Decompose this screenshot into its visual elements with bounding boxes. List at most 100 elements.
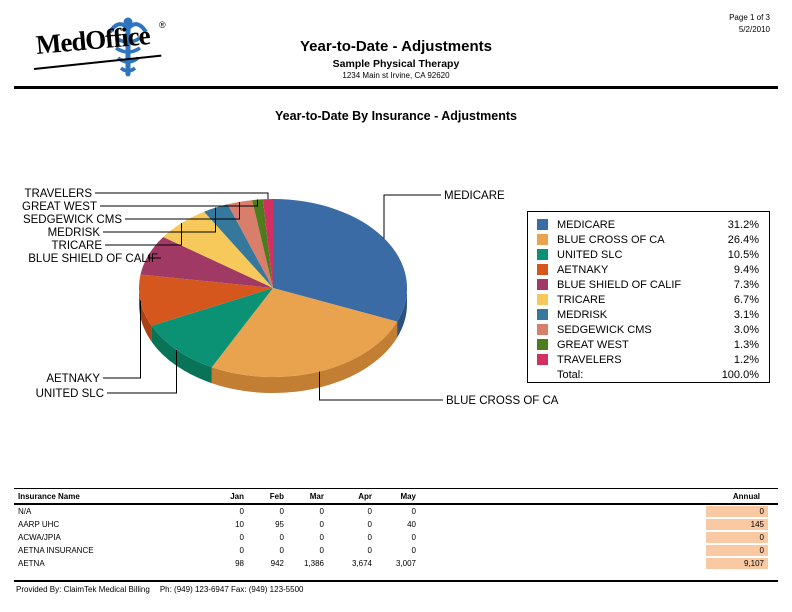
table-header-cell: May bbox=[374, 488, 418, 505]
pie-callout-line bbox=[103, 300, 141, 379]
pie-slice-side bbox=[397, 288, 407, 338]
pie-callout-label: SEDGEWICK CMS bbox=[23, 214, 122, 226]
page-meta: Page 1 of 3 5/2/2010 bbox=[729, 12, 770, 36]
pie-callout-label: BLUE SHIELD OF CALIF bbox=[28, 253, 158, 265]
month-value-cell: 0 bbox=[319, 507, 324, 516]
footer: Provided By: ClaimTek Medical Billing Ph:… bbox=[16, 585, 313, 594]
legend-label: Total: bbox=[557, 368, 584, 381]
legend-label: BLUE CROSS OF CA bbox=[557, 233, 665, 246]
legend-percent: 3.1% bbox=[733, 308, 759, 321]
table-row: AETNA 98 942 1,386 3,674 3,007 9,107 bbox=[14, 557, 778, 570]
table-header-row: Insurance Name Jan Feb Mar Apr May Annual bbox=[14, 488, 778, 505]
legend-label: MEDRISK bbox=[557, 308, 608, 321]
legend-row: TRICARE 6.7% bbox=[537, 292, 759, 307]
legend-percent: 1.2% bbox=[733, 353, 759, 366]
medoffice-logo: MedOffice ® bbox=[30, 12, 168, 78]
annual-value: 9,107 bbox=[706, 558, 768, 569]
legend-swatch bbox=[537, 309, 548, 320]
legend-row: MEDICARE 31.2% bbox=[537, 217, 759, 232]
month-value-cell: 0 bbox=[367, 507, 372, 516]
month-value-cell: 1,386 bbox=[303, 559, 324, 568]
pie-callout-label: AETNAKY bbox=[46, 373, 100, 385]
month-value-cell: 0 bbox=[367, 520, 372, 529]
pie-slice bbox=[138, 274, 273, 326]
pie-slice bbox=[273, 199, 408, 322]
legend-percent: 31.2% bbox=[727, 218, 759, 231]
page-number: Page 1 of 3 bbox=[729, 13, 770, 22]
month-value-cell: 3,007 bbox=[395, 559, 416, 568]
month-value-cell: 0 bbox=[279, 546, 284, 555]
insurance-table: Insurance Name Jan Feb Mar Apr May Annual N/A 0… bbox=[14, 488, 778, 570]
table-header-cell: Jan bbox=[204, 488, 246, 505]
pie-callout-label: UNITED SLC bbox=[36, 388, 104, 400]
table-row: AETNA INSURANCE 0 0 0 0 0 0 bbox=[14, 544, 778, 557]
month-value-cell: 0 bbox=[411, 533, 416, 542]
report-date: 5/2/2010 bbox=[738, 25, 770, 34]
month-value-cell: 942 bbox=[270, 559, 284, 568]
insurance-name-cell: AETNA bbox=[18, 559, 45, 568]
legend-swatch bbox=[537, 219, 548, 230]
month-value-cell: 0 bbox=[411, 507, 416, 516]
pie-callout-label: BLUE CROSS OF CA bbox=[446, 395, 559, 407]
legend-row: BLUE SHIELD OF CALIF 7.3% bbox=[537, 277, 759, 292]
row-spacer bbox=[418, 544, 696, 557]
annual-value: 0 bbox=[706, 545, 768, 556]
chart-title: Year-to-Date By Insurance - Adjustments bbox=[275, 109, 517, 123]
legend-row: SEDGEWICK CMS 3.0% bbox=[537, 322, 759, 337]
legend-swatch bbox=[537, 354, 548, 365]
month-value-cell: 0 bbox=[319, 520, 324, 529]
legend-swatch bbox=[537, 264, 548, 275]
month-value-cell: 0 bbox=[279, 533, 284, 542]
month-value-cell: 40 bbox=[407, 520, 416, 529]
table-row: N/A 0 0 0 0 0 0 bbox=[14, 504, 778, 518]
pie-callout-line bbox=[319, 371, 443, 401]
month-value-cell: 0 bbox=[279, 507, 284, 516]
table-header-cell: Mar bbox=[286, 488, 326, 505]
pie-slice bbox=[227, 200, 273, 288]
pie-callout-line bbox=[103, 207, 217, 233]
pie-callout-line bbox=[125, 201, 241, 220]
legend-label: BLUE SHIELD OF CALIF bbox=[557, 278, 682, 291]
month-value-cell: 0 bbox=[239, 507, 244, 516]
month-value-cell: 95 bbox=[275, 520, 284, 529]
pie-slice bbox=[163, 211, 273, 288]
legend-label: AETNAKY bbox=[557, 263, 609, 276]
table-row: ACWA/JPIA 0 0 0 0 0 0 bbox=[14, 531, 778, 544]
legend-swatch bbox=[537, 294, 548, 305]
month-value-cell: 98 bbox=[235, 559, 244, 568]
practice-name: Sample Physical Therapy bbox=[332, 58, 460, 70]
footer-contact: Ph: (949) 123-6947 Fax: (949) 123-5500 bbox=[159, 585, 304, 594]
month-value-cell: 3,674 bbox=[351, 559, 372, 568]
legend-percent: 1.3% bbox=[733, 338, 759, 351]
legend-swatch bbox=[537, 234, 548, 245]
legend-row: AETNAKY 9.4% bbox=[537, 262, 759, 277]
legend-percent: 7.3% bbox=[733, 278, 759, 291]
annual-value: 145 bbox=[706, 519, 768, 530]
month-value-cell: 0 bbox=[319, 546, 324, 555]
table-header-cell: Feb bbox=[246, 488, 286, 505]
legend-row: UNITED SLC 10.5% bbox=[537, 247, 759, 262]
row-spacer bbox=[418, 518, 696, 531]
legend-swatch bbox=[537, 279, 548, 290]
annual-value: 0 bbox=[706, 532, 768, 543]
footer-rule bbox=[14, 580, 778, 582]
pie-callout-label: TRAVELERS bbox=[24, 188, 92, 200]
pie-slice bbox=[252, 199, 273, 288]
pie-callout-label: GREAT WEST bbox=[22, 201, 97, 213]
pie-callout-line bbox=[100, 199, 258, 207]
legend-box: MEDICARE 31.2% BLUE CROSS OF CA 26.4% UNITED… bbox=[527, 211, 770, 383]
registered-mark: ® bbox=[159, 20, 166, 30]
pie-callout-label: MEDRISK bbox=[48, 227, 101, 239]
legend-label: UNITED SLC bbox=[557, 248, 623, 261]
pie-callout-line bbox=[105, 222, 183, 246]
legend-percent: 100.0% bbox=[721, 368, 759, 381]
legend-label: TRICARE bbox=[557, 293, 606, 306]
legend-row: TRAVELERS 1.2% bbox=[537, 352, 759, 367]
pie-slice bbox=[140, 237, 273, 288]
legend-percent: 26.4% bbox=[727, 233, 759, 246]
legend-label: MEDICARE bbox=[557, 218, 616, 231]
pie-callout-label: TRICARE bbox=[52, 240, 103, 252]
table-header-cell: Annual bbox=[696, 488, 778, 505]
pie-callout-line bbox=[148, 254, 161, 259]
